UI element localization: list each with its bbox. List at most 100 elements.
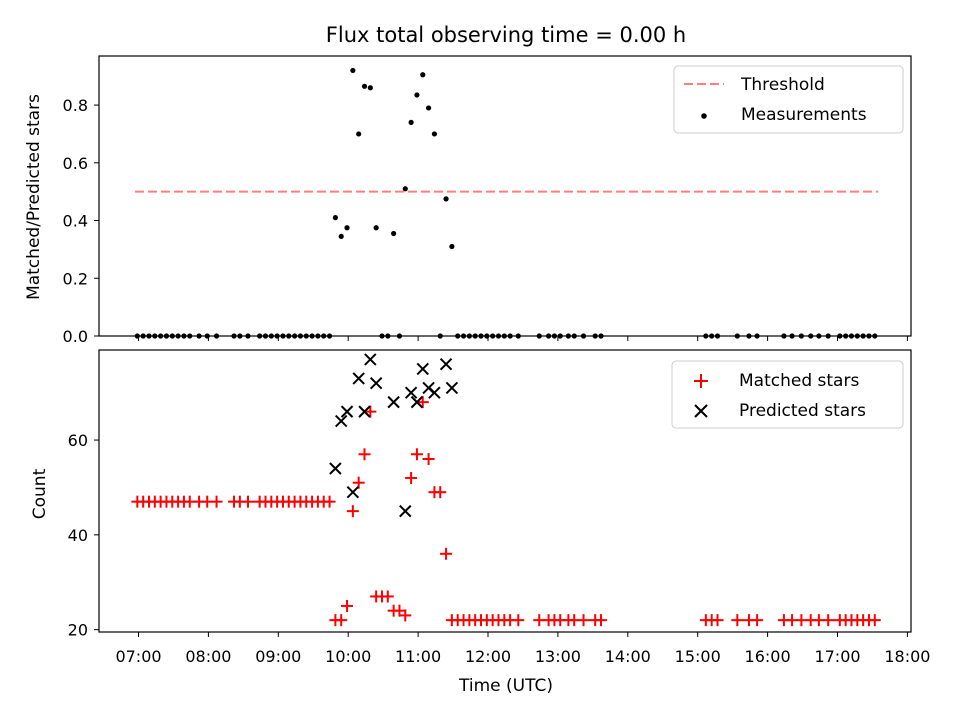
x-tick-label: 10:00 bbox=[325, 647, 371, 666]
predicted-star-point bbox=[335, 414, 348, 428]
bottom-y-axis-label: Count bbox=[30, 468, 50, 519]
matched-star-point bbox=[405, 471, 418, 484]
matched-star-point bbox=[731, 614, 744, 627]
matched-star-point bbox=[868, 614, 881, 627]
measurement-point bbox=[443, 196, 449, 202]
measurement-point bbox=[420, 72, 426, 78]
measurement-point bbox=[367, 85, 373, 91]
measurement-point bbox=[344, 225, 350, 231]
measurement-point bbox=[431, 131, 438, 137]
matched-star-point bbox=[210, 495, 223, 508]
predicted-star-point bbox=[445, 381, 459, 395]
measurement-point bbox=[373, 225, 379, 231]
x-tick-label: 16:00 bbox=[745, 647, 791, 666]
x-tick-label: 09:00 bbox=[255, 647, 301, 666]
x-tick-label: 18:00 bbox=[884, 647, 930, 666]
predicted-star-point bbox=[404, 386, 418, 399]
measurement-point bbox=[338, 233, 344, 240]
measurement-point bbox=[425, 105, 432, 111]
measurement-point bbox=[408, 119, 414, 125]
legend-measurements-swatch bbox=[701, 113, 707, 119]
x-axis-label: Time (UTC) bbox=[458, 676, 553, 696]
predicted-star-point bbox=[364, 353, 377, 366]
measurement-point bbox=[332, 215, 338, 221]
matched-star-point bbox=[410, 448, 423, 461]
predicted-star-point bbox=[369, 376, 383, 390]
top-y-tick-label: 0.4 bbox=[63, 212, 88, 231]
matched-star-point bbox=[346, 505, 359, 518]
matched-star-point bbox=[422, 453, 435, 466]
matched-star-point bbox=[242, 495, 255, 508]
top-y-axis-label: Matched/Predicted stars bbox=[24, 94, 44, 300]
matched-star-point bbox=[341, 599, 354, 612]
matched-star-point bbox=[416, 396, 429, 409]
measurement-point bbox=[449, 243, 455, 250]
predicted-star-point bbox=[416, 362, 429, 376]
bottom-y-tick-label: 60 bbox=[68, 431, 88, 450]
matched-star-point bbox=[822, 614, 835, 627]
matched-star-point bbox=[352, 476, 365, 489]
bottom-x-ticks: 07:00 08:00 09:00 10:00 11:00 12:00 13:00 14:00… bbox=[115, 632, 930, 666]
x-tick-label: 12:00 bbox=[465, 647, 511, 666]
x-tick-label: 11:00 bbox=[395, 647, 441, 666]
measurement-point bbox=[402, 186, 408, 192]
measurement-point bbox=[361, 83, 368, 89]
count-points bbox=[131, 353, 881, 627]
bottom-legend: Matched stars Predicted stars bbox=[671, 360, 904, 429]
measurement-point bbox=[414, 92, 420, 98]
predicted-star-point bbox=[387, 395, 400, 409]
legend-predicted-label: Predicted stars bbox=[739, 401, 866, 421]
matched-star-point bbox=[399, 609, 412, 622]
x-tick-label: 08:00 bbox=[185, 647, 231, 666]
matched-star-point bbox=[711, 614, 724, 627]
bottom-axes-frame bbox=[98, 349, 912, 633]
legend-measurements-label: Measurements bbox=[741, 105, 867, 125]
legend-matched-swatch bbox=[694, 374, 708, 388]
predicted-star-point bbox=[410, 395, 424, 409]
chart-title: Flux total observing time = 0.00 h bbox=[326, 23, 686, 47]
measurement-point bbox=[350, 67, 356, 74]
predicted-star-point bbox=[329, 462, 342, 475]
matched-star-point bbox=[434, 486, 447, 499]
legend-threshold-label: Threshold bbox=[740, 75, 825, 95]
x-tick-label: 17:00 bbox=[814, 647, 860, 666]
matched-star-point bbox=[364, 405, 377, 418]
x-tick-label: 13:00 bbox=[535, 647, 581, 666]
x-tick-label: 14:00 bbox=[605, 647, 651, 666]
top-y-tick-label: 0.2 bbox=[63, 269, 88, 288]
predicted-star-point bbox=[358, 405, 371, 418]
matched-star-point bbox=[440, 547, 453, 560]
matched-star-point bbox=[335, 614, 348, 627]
top-y-tick-label: 0.8 bbox=[63, 96, 88, 115]
predicted-star-point bbox=[352, 372, 365, 385]
predicted-star-point bbox=[399, 504, 412, 518]
top-legend: Threshold Measurements bbox=[673, 65, 904, 134]
matched-star-point bbox=[323, 495, 336, 508]
matched-star-point bbox=[512, 614, 525, 627]
predicted-star-point bbox=[346, 485, 360, 499]
x-tick-label: 07:00 bbox=[115, 647, 161, 666]
matched-star-point bbox=[595, 614, 608, 627]
top-x-ticks bbox=[138, 336, 908, 341]
matched-star-point bbox=[577, 614, 590, 627]
matched-star-point bbox=[751, 614, 764, 627]
top-axes-frame bbox=[98, 55, 912, 337]
top-y-axis: 0.0 0.2 0.4 0.6 0.8 bbox=[63, 96, 99, 346]
predicted-star-point bbox=[340, 405, 354, 418]
top-panel: 0.00.20.40.60.8 Matched/Predicted stars … bbox=[24, 55, 912, 346]
x-tick-label: 15:00 bbox=[675, 647, 721, 666]
measurement-point bbox=[391, 230, 397, 237]
bottom-y-tick-label: 40 bbox=[68, 526, 88, 545]
predicted-star-point bbox=[428, 386, 441, 399]
legend-matched-label: Matched stars bbox=[739, 371, 859, 391]
legend-predicted-swatch bbox=[694, 404, 708, 418]
bottom-y-axis: 20 40 60 bbox=[68, 431, 99, 640]
predicted-star-point bbox=[439, 358, 453, 371]
measurement-point bbox=[356, 131, 362, 137]
bottom-y-tick-label: 20 bbox=[68, 621, 88, 640]
top-y-tick-label: 0.6 bbox=[63, 154, 88, 173]
bottom-panel: 20 40 60 07:00 08:00 09:00 10:00 11:00 12:00 13:… bbox=[30, 349, 930, 666]
matched-star-point bbox=[381, 590, 394, 603]
matched-star-point bbox=[358, 448, 371, 461]
